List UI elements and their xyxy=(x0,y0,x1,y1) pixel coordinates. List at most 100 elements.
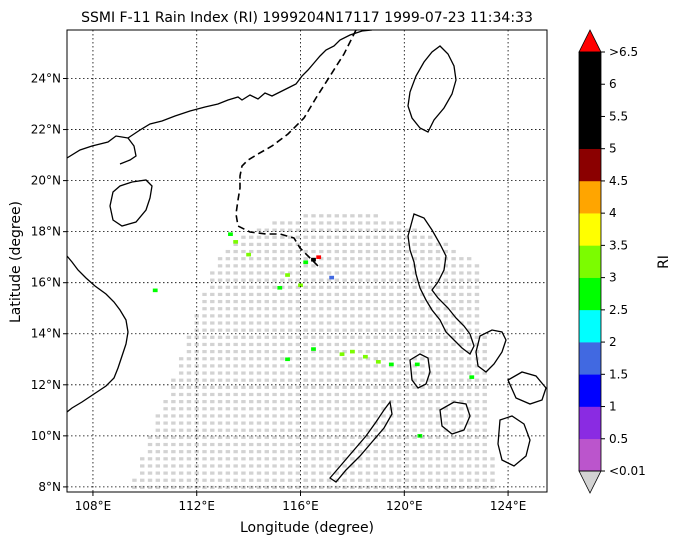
swath-pixel xyxy=(210,457,215,461)
swath-pixel xyxy=(459,257,464,261)
swath-pixel xyxy=(202,435,207,439)
swath-pixel xyxy=(412,392,417,397)
swath-pixel xyxy=(412,471,417,475)
swath-pixel xyxy=(155,414,161,418)
swath-pixel xyxy=(249,278,254,282)
swath-pixel xyxy=(217,285,223,289)
swath-pixel xyxy=(311,364,316,368)
swath-pixel xyxy=(396,392,402,397)
swath-pixel xyxy=(443,278,449,282)
swath-pixel xyxy=(241,485,246,490)
swath-pixel xyxy=(357,249,363,254)
swath-pixel xyxy=(474,400,480,404)
rain-cell-13 xyxy=(375,360,381,364)
swath-pixel xyxy=(381,442,386,447)
rain-cell-7 xyxy=(311,257,316,262)
swath-pixel xyxy=(326,321,332,325)
swath-pixel xyxy=(264,400,269,404)
swath-pixel xyxy=(295,442,301,447)
swath-pixel xyxy=(334,464,340,468)
swath-pixel xyxy=(287,392,293,397)
swath-pixel xyxy=(272,471,277,475)
swath-pixel xyxy=(303,228,308,232)
swath-pixel xyxy=(404,307,410,311)
swath-pixel xyxy=(225,257,231,261)
swath-pixel xyxy=(435,271,441,275)
swath-pixel xyxy=(365,371,371,375)
swath-pixel xyxy=(389,328,394,332)
swath-pixel xyxy=(334,221,340,225)
swath-pixel xyxy=(249,485,254,490)
swath-pixel xyxy=(217,307,223,311)
swath-pixel xyxy=(147,471,153,475)
swath-pixel xyxy=(249,371,254,375)
swath-pixel xyxy=(443,471,449,475)
swath-pixel xyxy=(326,478,332,482)
swath-pixel xyxy=(435,242,441,247)
swath-pixel xyxy=(350,421,355,425)
swath-pixel xyxy=(287,221,293,225)
swath-pixel xyxy=(334,364,340,368)
swath-pixel xyxy=(311,493,315,496)
swath-pixel xyxy=(350,364,355,368)
swath-pixel xyxy=(482,385,487,389)
swath-pixel xyxy=(412,307,417,311)
swath-pixel xyxy=(396,428,402,432)
swath-pixel xyxy=(178,421,184,425)
swath-pixel xyxy=(249,271,254,275)
swath-pixel xyxy=(225,292,231,297)
swath-pixel xyxy=(233,414,238,418)
swath-pixel xyxy=(280,442,285,447)
swath-pixel xyxy=(412,278,417,282)
swath-pixel xyxy=(466,385,472,389)
swath-pixel xyxy=(319,400,324,404)
swath-pixel xyxy=(475,493,479,496)
swath-pixel xyxy=(326,214,332,218)
swath-pixel xyxy=(342,249,347,254)
swath-pixel xyxy=(202,400,207,404)
swath-pixel xyxy=(373,257,378,261)
swath-pixel xyxy=(490,478,495,482)
swath-pixel xyxy=(451,457,456,461)
swath-pixel xyxy=(264,464,269,468)
swath-pixel xyxy=(428,414,433,418)
swath-pixel xyxy=(350,285,355,289)
colorbar-segment xyxy=(579,52,601,85)
swath-pixel xyxy=(233,464,238,468)
swath-pixel xyxy=(210,307,215,311)
colorbar-tick-label: 5.5 xyxy=(609,109,628,123)
y-tick-label: 10°N xyxy=(31,429,61,443)
swath-pixel xyxy=(357,400,363,404)
swath-pixel xyxy=(225,342,231,347)
swath-pixel xyxy=(186,364,192,368)
swath-pixel xyxy=(241,407,246,411)
swath-pixel xyxy=(295,464,301,468)
swath-pixel xyxy=(210,321,215,325)
swath-pixel xyxy=(186,428,192,432)
swath-pixel xyxy=(451,392,456,397)
swath-pixel xyxy=(365,471,371,475)
swath-pixel xyxy=(256,264,262,268)
swath-pixel xyxy=(381,371,386,375)
swath-pixel xyxy=(381,485,386,490)
swath-pixel xyxy=(280,392,285,397)
swath-pixel xyxy=(194,407,199,411)
swath-pixel xyxy=(303,249,308,254)
x-tick-label: 108°E xyxy=(75,499,112,513)
swath-pixel xyxy=(389,285,394,289)
rain-cell-5 xyxy=(277,286,283,290)
swath-pixel xyxy=(194,414,199,418)
colorbar-tick-label: <0.01 xyxy=(609,464,646,478)
swath-pixel xyxy=(210,335,215,339)
swath-pixel xyxy=(451,249,456,254)
swath-pixel xyxy=(225,371,231,375)
swath-pixel xyxy=(373,307,378,311)
swath-pixel xyxy=(287,328,293,332)
swath-pixel xyxy=(404,407,410,411)
swath-pixel xyxy=(249,471,254,475)
swath-pixel xyxy=(202,321,207,325)
swath-pixel xyxy=(334,450,340,454)
swath-pixel xyxy=(404,271,410,275)
swath-pixel xyxy=(350,371,355,375)
swath-pixel xyxy=(350,385,355,389)
